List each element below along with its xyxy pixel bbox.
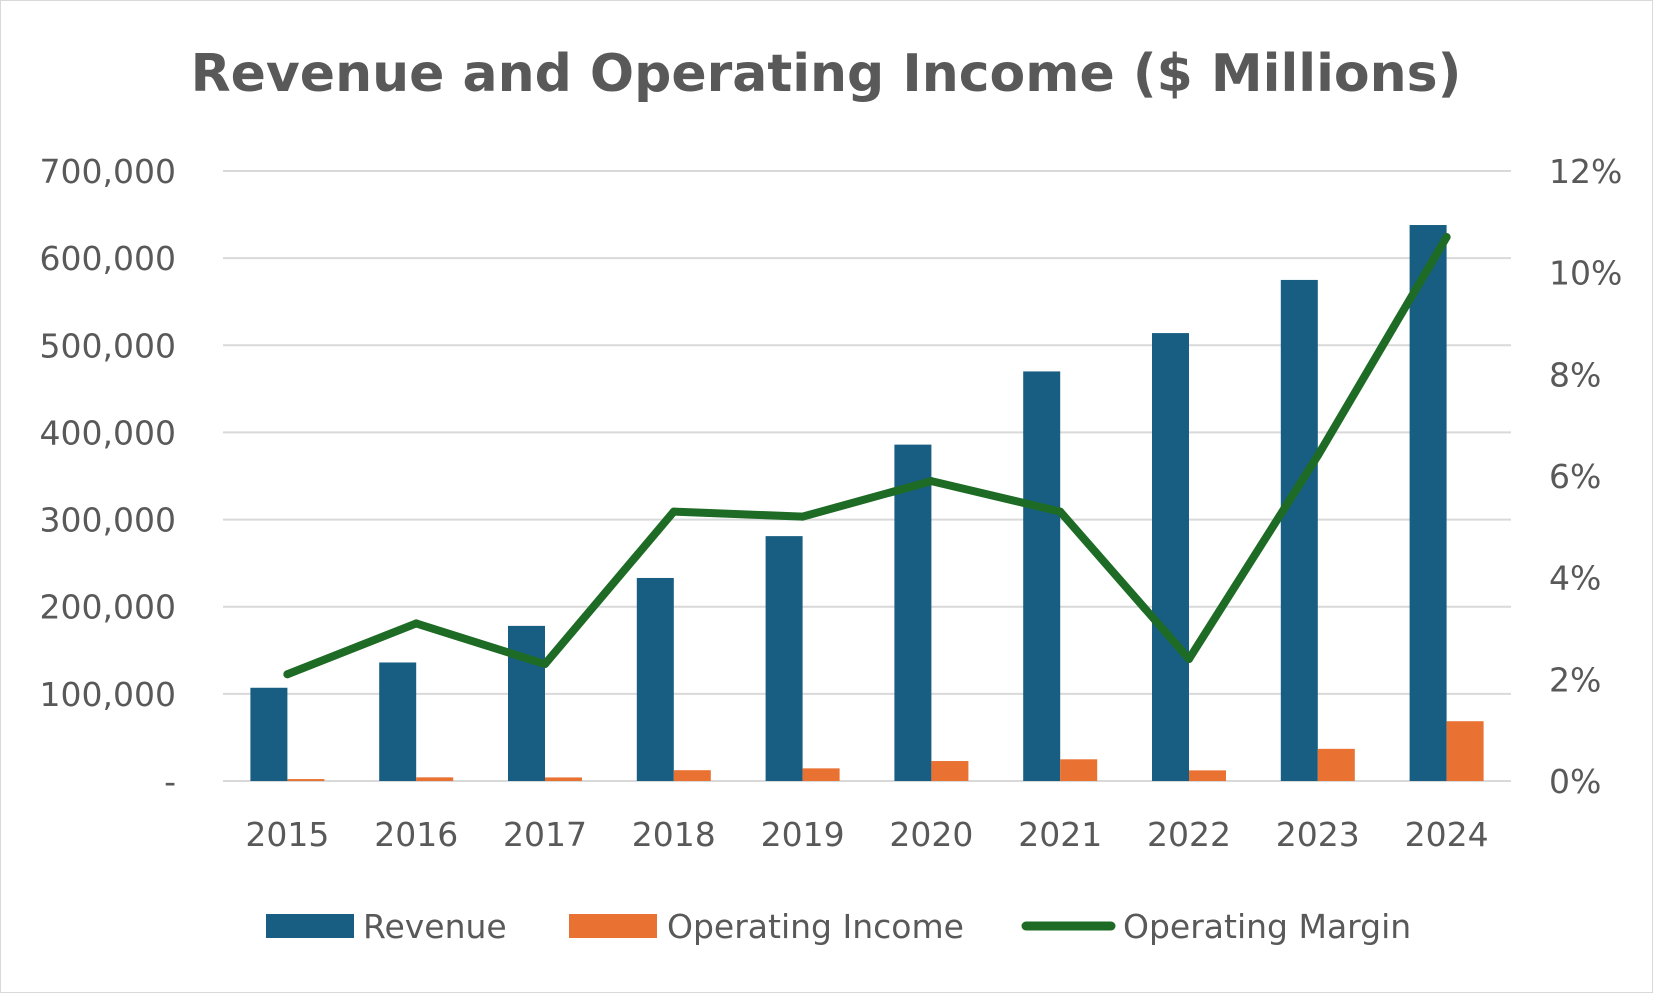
- operating-income-bar: [1446, 721, 1484, 781]
- revenue-bar: [379, 662, 417, 781]
- x-tick-label: 2017: [503, 815, 587, 854]
- operating-margin-point: [412, 619, 421, 628]
- y-left-tick-label: 700,000: [40, 152, 176, 191]
- operating-margin-point: [1185, 655, 1193, 663]
- y-left-tick-label: 400,000: [40, 413, 176, 452]
- operating-income-bar: [545, 777, 582, 781]
- operating-income-bar: [416, 777, 454, 781]
- y-left-tick-label: 500,000: [40, 326, 176, 365]
- operating-income-bar: [1060, 759, 1098, 781]
- x-tick-label: 2021: [1018, 815, 1102, 854]
- legend-label-operating-margin: Operating Margin: [1123, 907, 1411, 946]
- x-tick-label: 2019: [761, 815, 845, 854]
- bars: [250, 225, 1484, 781]
- margin-line: [283, 233, 1451, 679]
- y-left-tick-label: 200,000: [40, 588, 176, 627]
- x-tick-label: 2024: [1405, 815, 1489, 854]
- operating-income-bar: [287, 779, 325, 781]
- x-tick-label: 2016: [374, 815, 458, 854]
- operating-margin-point: [1313, 451, 1322, 460]
- y-left-tick-label: 100,000: [40, 675, 176, 714]
- y-left-tick-label: 600,000: [40, 239, 176, 278]
- y-right-tick-label: 12%: [1549, 152, 1622, 191]
- revenue-bar: [765, 536, 803, 781]
- revenue-bar: [250, 687, 288, 781]
- revenue-bar: [1280, 279, 1318, 781]
- operating-margin-point: [1056, 507, 1065, 516]
- y-right-tick-label: 0%: [1549, 762, 1601, 801]
- operating-margin-point: [669, 507, 678, 516]
- operating-margin-point: [927, 477, 936, 486]
- operating-margin-point: [798, 512, 807, 521]
- y-right-tick-label: 6%: [1549, 457, 1601, 496]
- operating-margin-point: [1442, 233, 1451, 242]
- operating-income-bar: [1317, 748, 1355, 781]
- gridlines: [223, 170, 1511, 782]
- revenue-bar: [636, 577, 674, 781]
- y-right-tick-label: 8%: [1549, 355, 1601, 394]
- x-tick-label: 2015: [245, 815, 329, 854]
- revenue-bar: [894, 444, 932, 781]
- operating-income-bar: [1189, 770, 1226, 781]
- x-tick-label: 2020: [889, 815, 973, 854]
- y-right-tick-label: 10%: [1549, 254, 1622, 293]
- y-right-tick-label: 2%: [1549, 660, 1601, 699]
- revenue-bar: [1152, 333, 1189, 781]
- axis-labels: - 100,000 200,000 300,000 400,000 500,000 600,…: [40, 152, 1623, 854]
- legend-label-revenue: Revenue: [363, 907, 507, 946]
- y-left-tick-label: -: [164, 762, 176, 801]
- operating-income-bar: [931, 761, 969, 781]
- x-tick-label: 2022: [1147, 815, 1231, 854]
- operating-margin-point: [541, 660, 549, 669]
- operating-income-bar: [673, 770, 711, 781]
- y-left-tick-label: 300,000: [40, 501, 176, 540]
- revenue-bar: [1409, 225, 1447, 781]
- x-tick-label: 2018: [632, 815, 716, 854]
- y-right-tick-label: 4%: [1549, 559, 1601, 598]
- legend-swatch-operating-income: [569, 914, 657, 938]
- operating-income-bar: [802, 768, 840, 781]
- chart-title: Revenue and Operating Income ($ Millions…: [191, 44, 1462, 104]
- legend: Revenue Operating Income Operating Margin: [266, 907, 1411, 946]
- revenue-bar: [1023, 371, 1061, 781]
- x-tick-label: 2023: [1276, 815, 1360, 854]
- operating-margin-point: [283, 670, 292, 679]
- revenue-bar: [508, 625, 545, 781]
- legend-swatch-revenue: [266, 914, 354, 938]
- legend-label-operating-income: Operating Income: [667, 907, 964, 946]
- operating-margin-line: [283, 233, 1451, 679]
